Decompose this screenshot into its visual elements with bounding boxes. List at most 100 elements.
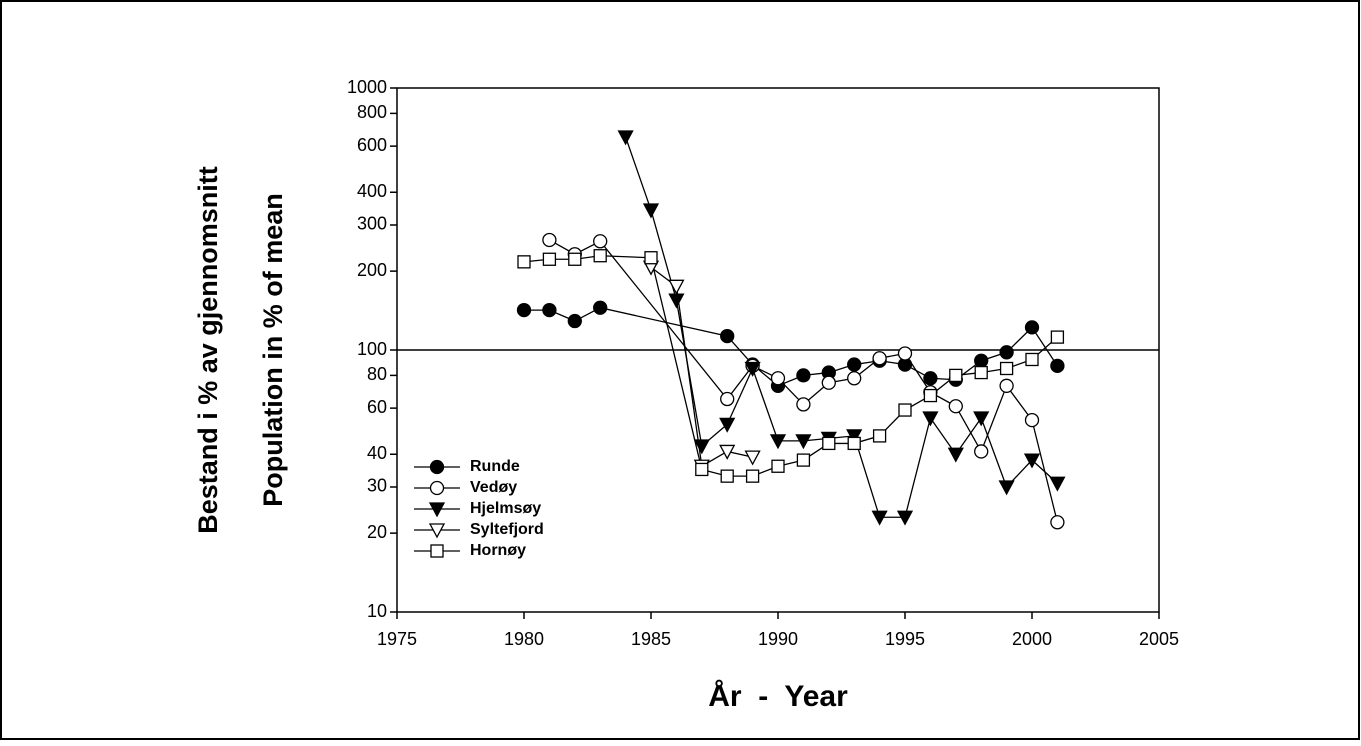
marker: [999, 345, 1014, 360]
marker: [922, 411, 939, 427]
marker: [872, 429, 887, 443]
marker: [847, 357, 862, 372]
y-tick-label: 60: [367, 397, 387, 417]
marker: [1023, 453, 1041, 469]
marker: [999, 361, 1014, 376]
y-tick-label: 800: [357, 102, 387, 122]
marker: [693, 439, 710, 455]
marker: [644, 251, 658, 265]
y-tick-label: 200: [357, 260, 387, 280]
marker: [896, 510, 914, 526]
marker: [1024, 412, 1040, 428]
marker: [695, 462, 709, 477]
marker: [593, 249, 607, 263]
marker: [1049, 476, 1066, 492]
y-tick-label: 100: [357, 339, 387, 359]
marker: [898, 403, 912, 417]
marker: [567, 313, 582, 329]
x-tick-label: 2005: [1139, 629, 1179, 649]
marker: [796, 368, 811, 383]
y-axis-label: Population in % of mean: [258, 193, 288, 507]
legend-marker: [429, 480, 445, 496]
marker: [769, 434, 787, 450]
marker: [795, 434, 812, 450]
marker: [1050, 330, 1065, 344]
marker: [998, 480, 1015, 496]
marker: [974, 353, 989, 368]
marker: [668, 293, 685, 309]
marker: [974, 365, 988, 380]
marker: [517, 255, 531, 269]
marker: [720, 391, 735, 407]
marker: [821, 375, 836, 390]
marker: [973, 411, 990, 427]
y-axis-label: Bestand i % av gjennomsnitt: [193, 166, 223, 534]
marker: [744, 361, 761, 377]
x-tick-label: 1990: [758, 629, 798, 649]
marker: [872, 351, 887, 366]
marker: [923, 371, 938, 386]
marker: [1025, 352, 1039, 367]
legend-label: Runde: [470, 458, 520, 475]
x-tick-label: 1985: [631, 629, 671, 649]
marker: [846, 429, 863, 445]
marker: [897, 346, 913, 361]
y-tick-label: 80: [367, 364, 387, 384]
x-tick-label: 1995: [885, 629, 925, 649]
legend-marker: [428, 523, 446, 539]
legend-marker: [429, 459, 445, 475]
legend-label: Vedøy: [470, 479, 517, 496]
marker: [593, 300, 608, 315]
marker: [542, 252, 557, 266]
marker: [923, 388, 938, 403]
marker: [593, 234, 608, 249]
legend-label: Hornøy: [470, 542, 526, 559]
marker: [796, 397, 811, 412]
y-tick-label: 1000: [347, 77, 387, 97]
legend-label: Syltefjord: [470, 521, 544, 538]
y-tick-label: 30: [367, 476, 387, 496]
series-line: [624, 136, 1058, 518]
marker: [542, 302, 557, 318]
marker: [1050, 515, 1065, 530]
marker: [720, 328, 735, 344]
marker: [796, 453, 811, 467]
y-tick-label: 300: [357, 214, 387, 234]
marker: [771, 459, 785, 473]
y-tick-label: 400: [357, 181, 387, 201]
marker: [719, 417, 736, 433]
marker: [822, 436, 836, 451]
marker: [1050, 358, 1065, 373]
marker: [568, 252, 582, 266]
x-tick-label: 2000: [1012, 629, 1052, 649]
marker: [947, 447, 964, 463]
marker: [642, 203, 660, 219]
marker: [720, 469, 734, 483]
marker: [847, 371, 862, 386]
marker: [974, 444, 989, 459]
marker: [617, 130, 634, 146]
marker: [948, 399, 963, 414]
legend-marker: [428, 502, 446, 518]
marker: [744, 450, 761, 466]
marker: [719, 444, 736, 460]
y-tick-label: 10: [367, 601, 387, 621]
y-tick-label: 20: [367, 522, 387, 542]
marker: [949, 368, 963, 383]
x-tick-label: 1975: [377, 629, 417, 649]
legend-marker: [430, 544, 444, 558]
marker: [745, 469, 760, 483]
x-tick-label: 1980: [504, 629, 544, 649]
marker: [542, 232, 557, 248]
y-tick-label: 40: [367, 443, 387, 463]
marker: [1024, 320, 1040, 335]
marker: [668, 279, 685, 295]
marker: [871, 510, 888, 526]
legend-label: Hjelmsøy: [470, 500, 541, 517]
marker: [516, 302, 532, 318]
y-tick-label: 600: [357, 135, 387, 155]
marker: [847, 436, 861, 451]
